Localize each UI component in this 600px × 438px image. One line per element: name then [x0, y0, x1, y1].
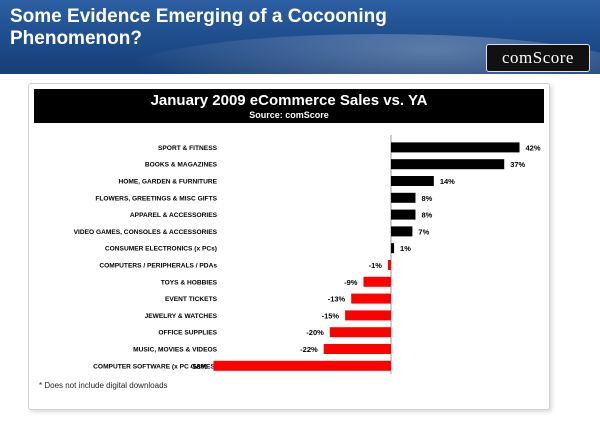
category-label: OFFICE SUPPLIES	[158, 330, 217, 337]
data-label: -15%	[322, 311, 340, 320]
data-label: 37%	[510, 160, 525, 169]
bar	[345, 310, 391, 321]
bar	[391, 142, 520, 153]
bar	[363, 276, 391, 287]
data-label: -9%	[344, 278, 358, 287]
category-label: VIDEO GAMES, CONSOLES & ACCESSORIES	[74, 229, 218, 236]
category-label: COMPUTERS / PERIPHERALS / PDAs	[99, 263, 217, 270]
bar	[323, 344, 391, 354]
category-label: FLOWERS, GREETINGS & MISC GIFTS	[95, 195, 217, 202]
category-label: COMPUTER SOFTWARE (x PC GAMES)	[93, 363, 217, 370]
bar	[387, 260, 391, 270]
category-label: TOYS & HOBBIES	[161, 279, 218, 286]
bar	[351, 293, 391, 304]
data-label: -22%	[300, 345, 318, 354]
chart-header: January 2009 eCommerce Sales vs. YA Sour…	[34, 89, 544, 123]
category-label: EVENT TICKETS	[165, 296, 218, 303]
data-label: -58%	[190, 362, 208, 371]
bar	[329, 327, 391, 338]
category-label: JEWELRY & WATCHES	[145, 313, 218, 320]
category-label: CONSUMER ELECTRONICS (x PCs)	[105, 246, 217, 253]
data-label: -13%	[328, 295, 346, 304]
footnote: * Does not include digital downloads	[39, 381, 168, 390]
data-label: 8%	[421, 211, 432, 220]
category-label: HOME, GARDEN & FURNITURE	[118, 179, 217, 186]
data-label: 8%	[421, 194, 432, 203]
chart-panel: January 2009 eCommerce Sales vs. YA Sour…	[28, 83, 550, 410]
bar	[391, 243, 395, 254]
chart-title: January 2009 eCommerce Sales vs. YA	[150, 92, 428, 109]
data-label: -1%	[369, 261, 383, 270]
data-label: -20%	[306, 328, 324, 337]
slide-header: Some Evidence Emerging of a Cocooning Ph…	[0, 0, 600, 74]
data-label: 42%	[526, 143, 541, 152]
category-label: APPAREL & ACCESSORIES	[130, 212, 218, 219]
bar	[391, 159, 505, 170]
category-label: BOOKS & MAGAZINES	[145, 162, 218, 169]
bar	[213, 360, 391, 371]
category-label: MUSIC, MOVIES & VIDEOS	[133, 347, 218, 354]
chart-subtitle: Source: comScore	[249, 110, 329, 120]
data-label: 1%	[400, 244, 411, 253]
chart-plot: SPORT & FITNESS 42% BOOKS & MAGAZINES 37% HO…	[29, 129, 549, 389]
bar	[391, 226, 413, 237]
data-label: 14%	[440, 177, 455, 186]
category-label: SPORT & FITNESS	[158, 145, 218, 152]
data-label: 7%	[418, 227, 429, 236]
bar	[391, 176, 434, 186]
bar	[391, 209, 416, 220]
slide-title: Some Evidence Emerging of a Cocooning Ph…	[10, 6, 387, 49]
comscore-logo: comScore	[486, 44, 590, 72]
bar	[391, 192, 416, 203]
bar-chart: SPORT & FITNESS 42% BOOKS & MAGAZINES 37% HO…	[74, 135, 541, 375]
